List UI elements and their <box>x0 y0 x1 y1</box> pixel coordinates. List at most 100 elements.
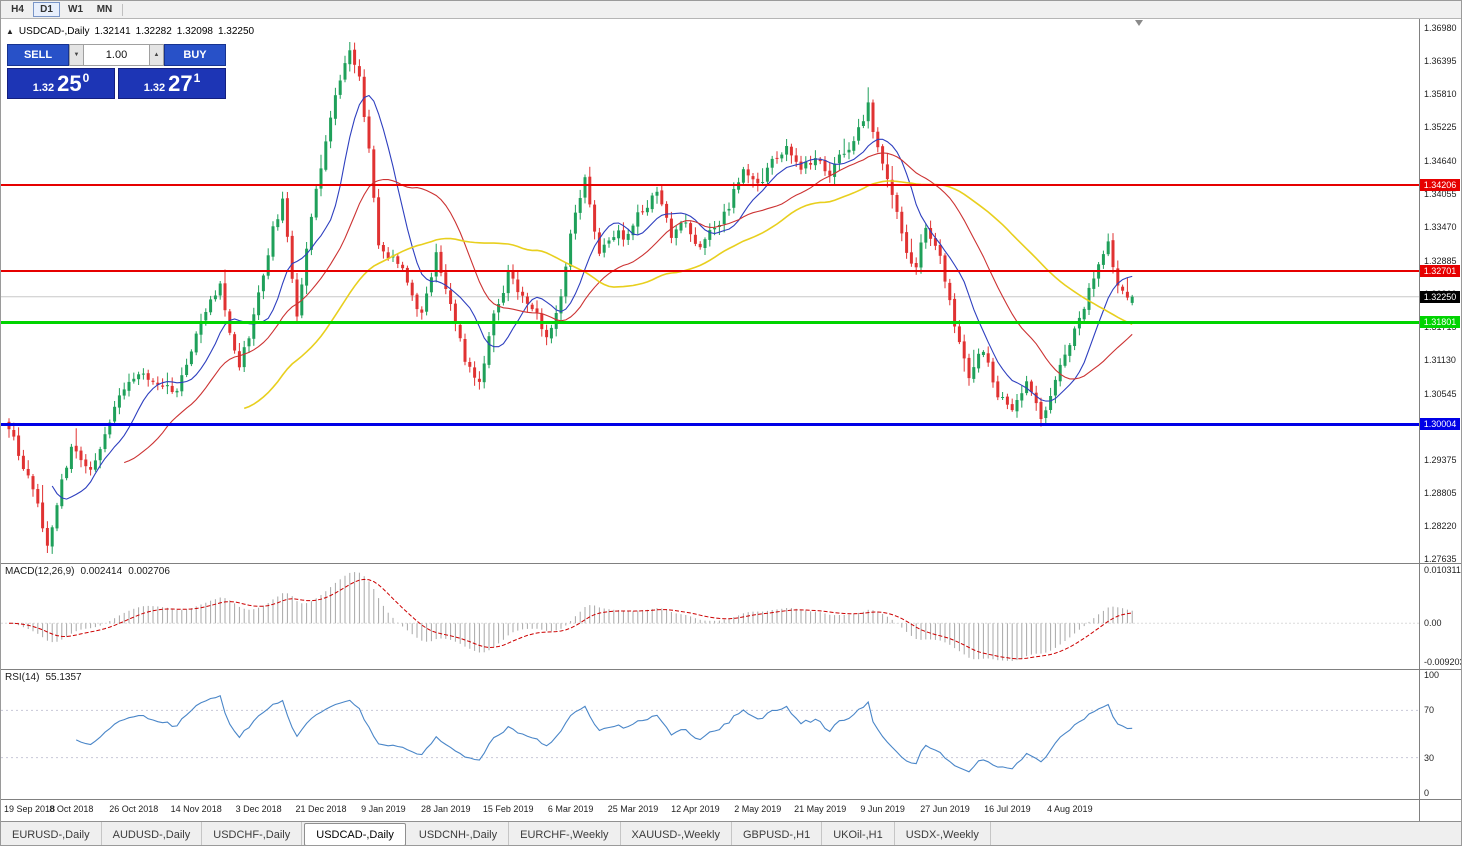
tab-xauusd-weekly[interactable]: XAUUSD-,Weekly <box>621 822 732 845</box>
price-scale-label: 1.29375 <box>1424 455 1457 466</box>
chart-header: ▲ USDCAD-,Daily 1.32141 1.32282 1.32098 1.322… <box>6 26 259 37</box>
buy-price-base: 1.32 <box>143 81 166 94</box>
tab-usdx-weekly[interactable]: USDX-,Weekly <box>895 822 991 845</box>
sell-price-base: 1.32 <box>32 81 55 94</box>
price-scale-label: 1.36980 <box>1424 22 1457 33</box>
price-scale-label: 1.34055 <box>1424 188 1457 199</box>
date-label: 6 Mar 2019 <box>547 804 594 814</box>
buy-price-pips: 27 <box>168 70 193 96</box>
timeframe-button-d1[interactable]: D1 <box>33 2 60 17</box>
date-label: 12 Apr 2019 <box>671 804 720 814</box>
volume-increase-icon: ▲ <box>153 52 160 58</box>
rsi-scale-label: 100 <box>1424 670 1440 680</box>
chart-tabbar: EURUSD-,Daily AUDUSD-,Daily USDCHF-,Daily U… <box>1 821 1461 845</box>
date-label: 14 Nov 2018 <box>170 804 222 814</box>
rsi-panel: RSI(14) 55.1357 <box>1 669 1421 799</box>
price-scale-label: 1.35810 <box>1424 89 1457 100</box>
buy-button[interactable]: BUY <box>164 44 226 66</box>
rsi-plot[interactable] <box>1 669 1421 799</box>
price-scale-label: 1.32885 <box>1424 255 1457 266</box>
ohlc-low: 1.32098 <box>176 26 213 37</box>
macd-scale-label: 0.010311 <box>1424 565 1461 575</box>
price-scale-label: 1.30545 <box>1424 388 1457 399</box>
sell-button[interactable]: SELL <box>7 44 69 66</box>
timeframe-button-w1[interactable]: W1 <box>68 4 83 15</box>
toolbar-separator <box>122 3 123 16</box>
ohlc-close: 1.32250 <box>217 26 255 37</box>
trade-prices: 1.32 25 0 1.32 27 1 <box>7 68 226 99</box>
date-label: 15 Feb 2019 <box>482 804 534 814</box>
volume-decrease-button[interactable]: ▼ <box>69 44 84 66</box>
one-click-trading-panel: SELL ▼ ▲ BUY 1.32 25 0 1.32 27 1 <box>7 44 226 99</box>
date-label: 28 Jan 2019 <box>421 804 471 814</box>
hline-1.34206[interactable] <box>1 184 1421 187</box>
date-label: 9 Jun 2019 <box>860 804 905 814</box>
one-click-collapse-icon[interactable]: ▲ <box>6 27 14 36</box>
volume-decrease-icon: ▼ <box>73 52 80 58</box>
macd-scale-label: -0.0092030 <box>1424 657 1461 667</box>
timeframe-button-h4[interactable]: H4 <box>11 4 24 15</box>
macd-value-signal: 0.002706 <box>128 566 170 577</box>
price-scale-column[interactable]: 1.34206 1.32701 1.32250 1.31801 1.30004 1.369… <box>1419 19 1461 821</box>
price-scale-label: 1.31130 <box>1424 355 1456 366</box>
buy-price-display[interactable]: 1.32 27 1 <box>118 68 226 99</box>
chart-title: USDCAD-,Daily <box>18 26 90 37</box>
hline-1.32701[interactable] <box>1 270 1421 273</box>
tab-audusd-daily[interactable]: AUDUSD-,Daily <box>102 822 203 845</box>
date-label: 16 Jul 2019 <box>984 804 1031 814</box>
sell-price-display[interactable]: 1.32 25 0 <box>7 68 115 99</box>
main-chart-plot[interactable] <box>1 19 1421 563</box>
macd-label: MACD(12,26,9) 0.002414 0.002706 <box>5 566 176 577</box>
date-label: 19 Sep 2018 <box>4 804 56 814</box>
date-label: 4 Aug 2019 <box>1047 804 1093 814</box>
macd-scale: 0.010311 0.00 -0.0092030 <box>1420 563 1461 669</box>
rsi-label: RSI(14) 55.1357 <box>5 672 88 683</box>
panel-divider[interactable] <box>1 563 1461 564</box>
chart-shift-marker-icon[interactable] <box>1135 20 1143 26</box>
price-badge-1.32250: 1.32250 <box>1420 290 1460 303</box>
date-label: 9 Jan 2019 <box>361 804 406 814</box>
buy-price-frac: 1 <box>193 70 201 85</box>
rsi-value: 55.1357 <box>45 672 82 683</box>
price-scale-label: 1.27635 <box>1424 554 1457 565</box>
rsi-scale-label: 70 <box>1424 705 1435 716</box>
macd-plot[interactable] <box>1 563 1421 669</box>
volume-increase-button[interactable]: ▲ <box>149 44 164 66</box>
price-scale-label: 1.33470 <box>1424 222 1457 233</box>
tab-usdcad-daily[interactable]: USDCAD-,Daily <box>304 823 406 845</box>
tab-eurchf-weekly[interactable]: EURCHF-,Weekly <box>509 822 621 845</box>
rsi-scale-label: 0 <box>1424 788 1430 798</box>
timeframe-button-mn[interactable]: MN <box>96 4 113 15</box>
tab-eurusd-daily[interactable]: EURUSD-,Daily <box>1 822 102 845</box>
hline-1.31801[interactable] <box>1 320 1421 324</box>
trade-row: SELL ▼ ▲ BUY <box>7 44 226 66</box>
date-label: 21 Dec 2018 <box>295 804 347 814</box>
volume-input[interactable] <box>84 44 149 66</box>
price-scale-label: 1.35225 <box>1424 122 1457 133</box>
tab-ukoil-h1[interactable]: UKOil-,H1 <box>822 822 895 845</box>
date-label: 8 Oct 2018 <box>49 804 94 814</box>
tab-usdchf-daily[interactable]: USDCHF-,Daily <box>202 822 303 845</box>
date-label: 26 Oct 2018 <box>109 804 159 814</box>
date-label: 2 May 2019 <box>734 804 782 814</box>
price-scale-label: 1.28805 <box>1424 487 1457 498</box>
price-scale-label: 1.36395 <box>1424 55 1457 66</box>
tab-usdcnh-daily[interactable]: USDCNH-,Daily <box>408 822 510 845</box>
price-badge-1.32701: 1.32701 <box>1420 265 1460 278</box>
price-scale-label: 1.34640 <box>1424 155 1457 166</box>
ohlc-high: 1.32282 <box>135 26 172 37</box>
date-label: 21 May 2019 <box>794 804 847 814</box>
timeframe-buttons: H4 D1 W1 MN <box>4 1 118 18</box>
date-label: 27 Jun 2019 <box>920 804 970 814</box>
price-badge-1.31801: 1.31801 <box>1420 316 1460 329</box>
tab-gbpusd-h1[interactable]: GBPUSD-,H1 <box>732 822 823 845</box>
ohlc-open: 1.32141 <box>94 26 131 37</box>
panel-divider[interactable] <box>1 669 1461 670</box>
sell-price-pips: 25 <box>57 70 82 96</box>
date-axis[interactable]: 19 Sep 2018 8 Oct 2018 26 Oct 2018 14 Nov 2… <box>1 799 1421 821</box>
price-scale-main: 1.34206 1.32701 1.32250 1.31801 1.30004 1.369… <box>1420 19 1461 565</box>
macd-name: MACD(12,26,9) <box>5 566 75 577</box>
main-panel: ▲ USDCAD-,Daily 1.32141 1.32282 1.32098 1.322… <box>1 19 1421 563</box>
date-label: 25 Mar 2019 <box>607 804 659 814</box>
hline-1.30004[interactable] <box>1 422 1421 426</box>
